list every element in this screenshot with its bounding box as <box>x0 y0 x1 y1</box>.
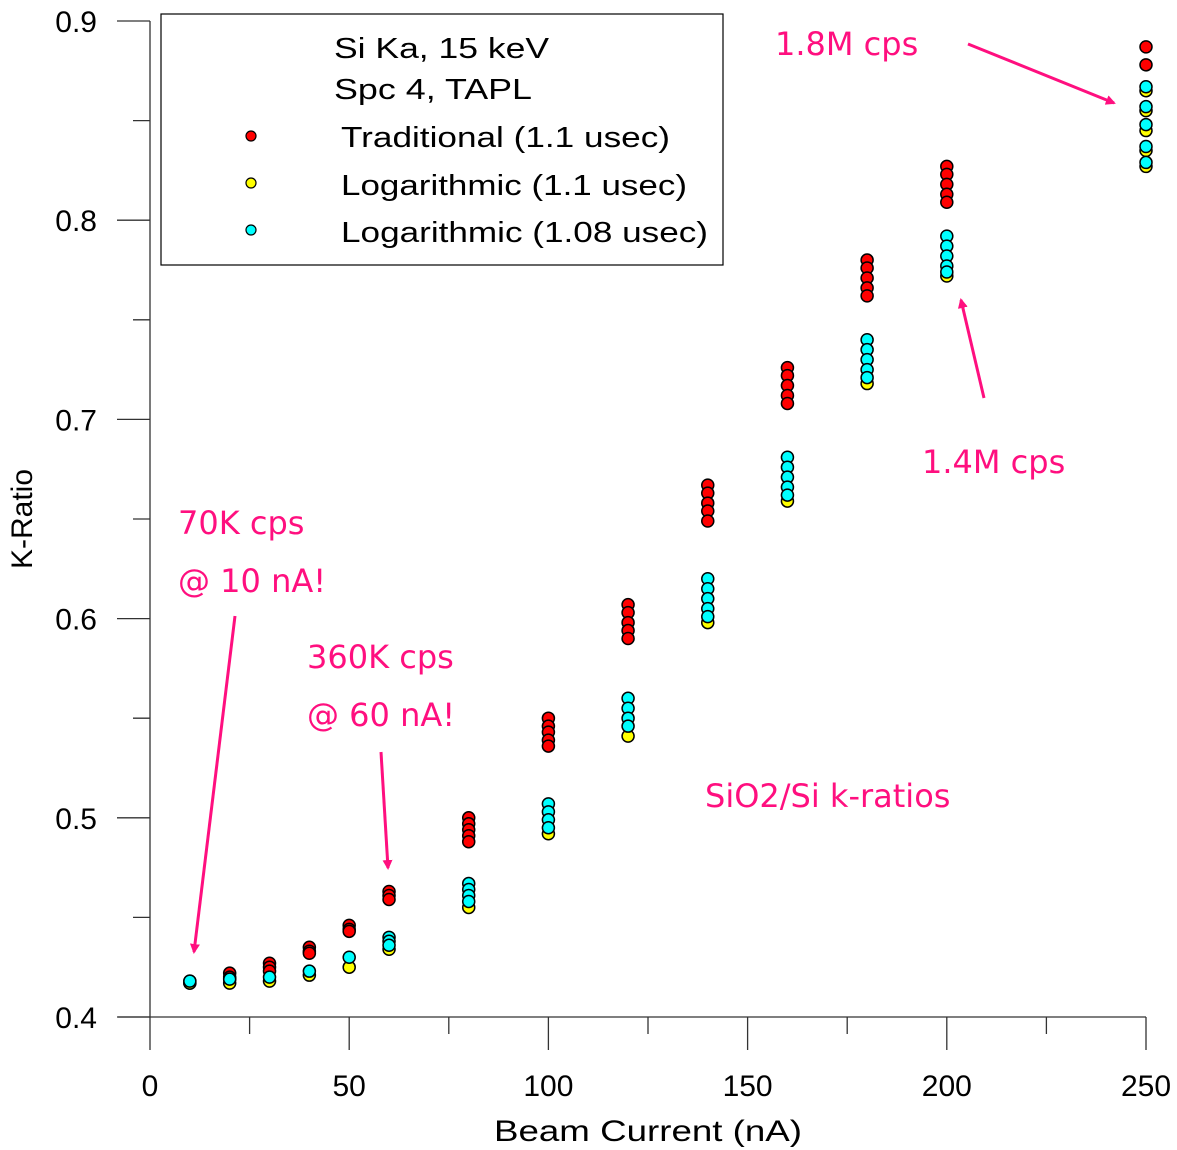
y-axis-title: K-Ratio <box>6 469 39 569</box>
data-point <box>1139 40 1153 54</box>
data-point <box>262 970 277 984</box>
data-point <box>780 488 795 502</box>
data-points <box>183 40 1153 990</box>
data-point <box>382 938 396 953</box>
annotation-at-60na: @ 60 nA! <box>307 696 455 734</box>
annotation-arrow-70k <box>190 615 237 954</box>
data-point <box>461 834 476 849</box>
x-tick-label: 0 <box>142 1070 159 1103</box>
y-tick-label: 0.7 <box>55 404 97 437</box>
x-tick-label: 100 <box>523 1070 573 1103</box>
y-tick-label: 0.9 <box>55 6 97 39</box>
data-point <box>541 739 556 753</box>
data-point <box>461 894 476 909</box>
annotation-arrow-1-4m <box>957 298 986 399</box>
annotation-arrow-1-8m <box>967 42 1116 105</box>
legend: Si Ka, 15 keV Spc 4, TAPL Traditional (1… <box>160 13 724 266</box>
legend-marker-traditional <box>245 130 257 142</box>
annotation-sio2-si-k-ratios: SiO2/Si k-ratios <box>705 777 950 815</box>
annotation-1-8m-cps: 1.8M cps <box>775 25 918 63</box>
data-point <box>1139 139 1153 154</box>
legend-label-log-1-08: Logarithmic (1.08 usec) <box>341 217 708 249</box>
x-tick-label: 250 <box>1121 1070 1171 1103</box>
annotation-360k-cps: 360K cps <box>307 638 454 676</box>
data-point <box>342 950 356 964</box>
x-tick-label: 50 <box>333 1070 366 1103</box>
legend-header-1: Si Ka, 15 keV <box>334 33 550 65</box>
data-point <box>780 396 795 411</box>
y-tick-label: 0.6 <box>55 604 97 637</box>
data-point <box>302 964 317 978</box>
series-2 <box>183 79 1153 988</box>
data-point <box>860 289 874 303</box>
x-axis-title: Beam Current (nA) <box>494 1115 802 1148</box>
data-point <box>1139 58 1153 72</box>
legend-label-log-1-1: Logarithmic (1.1 usec) <box>341 170 687 202</box>
annotations: 1.8M cps 1.4M cps 70K cps @ 10 nA! 360K … <box>178 25 1116 954</box>
data-point <box>701 609 715 624</box>
y-tick-label: 0.8 <box>55 205 97 238</box>
data-point <box>1139 79 1153 94</box>
data-point <box>183 974 197 988</box>
data-point <box>541 821 556 835</box>
data-point <box>222 972 237 986</box>
axes: 0.4 0.5 0.6 0.7 0.8 0.9 0 50 100 150 200 250 Beam Cu… <box>6 6 1171 1148</box>
annotation-at-10na: @ 10 nA! <box>178 562 326 600</box>
annotation-70k-cps: 70K cps <box>178 504 304 542</box>
data-point <box>382 892 396 907</box>
y-tick-label: 0.4 <box>55 1002 97 1035</box>
legend-marker-log-1-1 <box>245 177 257 189</box>
data-point <box>1139 99 1153 114</box>
legend-header-2: Spc 4, TAPL <box>334 74 532 106</box>
data-point <box>940 195 954 210</box>
data-point <box>302 946 317 961</box>
data-point <box>701 514 715 528</box>
data-point <box>1139 155 1153 170</box>
y-tick-label: 0.5 <box>55 803 97 836</box>
annotation-arrow-360k <box>379 751 393 870</box>
data-point <box>621 719 635 733</box>
annotation-1-4m-cps: 1.4M cps <box>922 443 1065 481</box>
legend-label-traditional: Traditional (1.1 usec) <box>341 122 670 154</box>
data-point <box>940 265 954 279</box>
data-point <box>342 924 356 939</box>
data-point <box>1139 117 1153 132</box>
data-point <box>621 631 635 646</box>
x-tick-label: 200 <box>922 1070 972 1103</box>
data-point <box>860 370 874 385</box>
legend-marker-log-1-08 <box>245 224 257 236</box>
x-tick-label: 150 <box>723 1070 773 1103</box>
